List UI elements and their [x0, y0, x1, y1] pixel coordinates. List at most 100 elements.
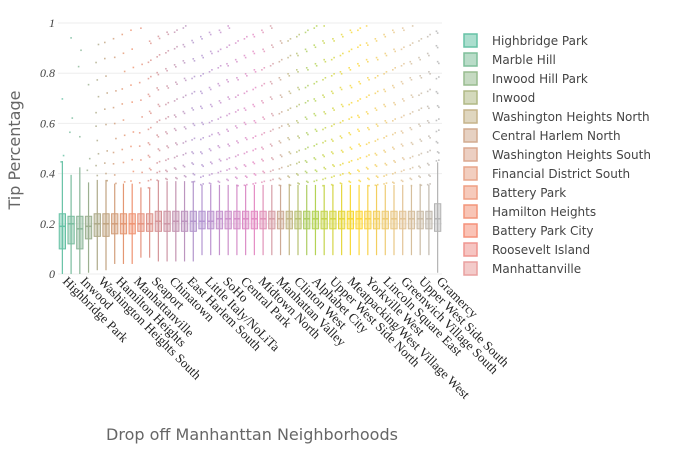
outlier-point: [375, 165, 378, 168]
outlier-point: [403, 100, 405, 102]
outlier-point: [383, 103, 385, 106]
outlier-point: [288, 125, 291, 127]
outlier-point: [113, 122, 116, 125]
outlier-point: [401, 98, 404, 100]
outlier-point: [191, 181, 193, 183]
outlier-point: [191, 39, 193, 42]
outlier-point: [428, 54, 430, 57]
outlier-point: [165, 52, 167, 54]
outlier-point: [208, 174, 211, 176]
outlier-point: [173, 156, 176, 159]
outlier-point: [246, 138, 248, 141]
outlier-point: [435, 90, 438, 93]
outlier-point: [298, 88, 300, 91]
outlier-point: [158, 105, 161, 108]
outlier-point: [261, 181, 263, 184]
outlier-point: [339, 135, 342, 137]
y-tick-label: 1: [49, 16, 55, 30]
outlier-point: [130, 84, 132, 86]
outlier-point: [332, 107, 334, 110]
outlier-point: [393, 182, 395, 184]
legend-swatch: [463, 242, 478, 257]
box: [425, 210, 433, 230]
outlier-point: [358, 143, 360, 146]
outlier-point: [193, 137, 196, 140]
outlier-point: [322, 141, 324, 144]
outlier-point: [333, 56, 335, 59]
outlier-point: [358, 170, 360, 173]
outlier-point: [95, 164, 97, 167]
outlier-point: [175, 65, 177, 68]
outlier-point: [323, 25, 325, 27]
outlier-point: [191, 77, 193, 80]
outlier-point: [217, 145, 220, 147]
outlier-point: [428, 164, 430, 166]
outlier-point: [410, 184, 413, 187]
outlier-point: [176, 177, 178, 180]
outlier-point: [253, 69, 256, 71]
outlier-point: [261, 29, 263, 32]
outlier-point: [156, 162, 158, 164]
outlier-point: [315, 143, 318, 146]
outlier-point: [330, 75, 333, 77]
outlier-point: [167, 116, 170, 118]
outlier-point: [156, 121, 158, 123]
outlier-point: [279, 40, 282, 42]
outlier-point: [374, 140, 377, 142]
box: [416, 210, 424, 230]
outlier-point: [184, 79, 187, 82]
outlier-point: [156, 179, 158, 182]
outlier-point: [279, 78, 282, 81]
outlier-point: [374, 92, 377, 95]
outlier-point: [272, 128, 274, 131]
legend-swatch: [463, 166, 478, 181]
outlier-point: [208, 135, 211, 137]
outlier-point: [411, 96, 414, 98]
outlier-point: [131, 101, 133, 103]
outlier-point: [156, 134, 158, 136]
outlier-point: [234, 42, 237, 44]
legend-swatch: [463, 52, 478, 67]
outlier-point: [96, 174, 99, 177]
outlier-point: [418, 40, 420, 42]
outlier-point: [236, 76, 238, 79]
outlier-point: [383, 183, 385, 185]
outlier-point: [262, 159, 264, 162]
outlier-point: [367, 168, 369, 170]
outlier-point: [191, 162, 193, 164]
outlier-point: [97, 152, 100, 155]
outlier-point: [182, 60, 185, 62]
outlier-point: [227, 96, 229, 98]
outlier-point: [176, 98, 178, 100]
outlier-point: [182, 164, 185, 167]
outlier-point: [226, 78, 228, 81]
outlier-point: [123, 181, 126, 183]
outlier-point: [394, 171, 396, 174]
outlier-point: [209, 50, 212, 53]
outlier-point: [287, 123, 289, 126]
outlier-point: [368, 78, 370, 81]
outlier-point: [304, 31, 307, 34]
outlier-point: [218, 100, 221, 102]
outlier-point: [384, 52, 387, 55]
outlier-point: [183, 77, 186, 80]
outlier-point: [191, 139, 193, 141]
outlier-point: [96, 79, 99, 81]
outlier-point: [392, 69, 394, 71]
outlier-point: [348, 103, 350, 106]
outlier-point: [280, 42, 283, 44]
outlier-point: [410, 94, 413, 97]
outlier-point: [314, 114, 317, 117]
outlier-point: [148, 167, 151, 170]
outlier-point: [411, 42, 414, 44]
outlier-point: [367, 76, 369, 79]
outlier-point: [121, 148, 124, 151]
outlier-point: [365, 155, 368, 158]
outlier-point: [333, 123, 335, 126]
outlier-point: [173, 127, 176, 130]
outlier-point: [246, 35, 248, 38]
outlier-point: [132, 131, 135, 133]
outlier-point: [209, 88, 212, 91]
outlier-point: [384, 120, 387, 122]
outlier-point: [323, 111, 325, 113]
